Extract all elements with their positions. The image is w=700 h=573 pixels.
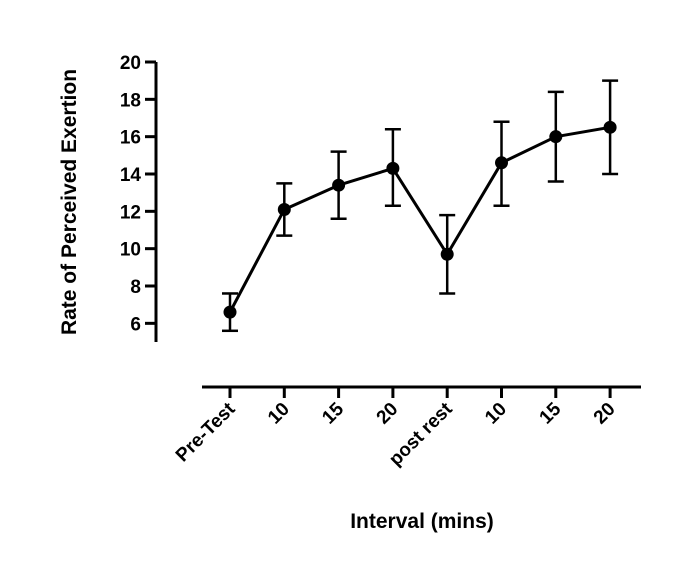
data-point — [603, 120, 617, 134]
y-tick-label: 12 — [120, 202, 141, 223]
x-tick-label: 20 — [590, 399, 620, 429]
y-axis: 6 8 10 12 14 16 18 20 — [120, 53, 158, 342]
data-point — [277, 202, 291, 216]
series-line — [228, 125, 611, 313]
data-point — [332, 178, 346, 192]
y-tick-label: 20 — [120, 53, 141, 74]
x-axis-title: Interval (mins) — [350, 510, 494, 533]
x-tick-label: 20 — [373, 399, 403, 429]
y-tick-label: 16 — [120, 128, 141, 149]
data-point — [495, 156, 508, 170]
y-tick-group: 6 8 10 12 14 16 18 20 — [120, 53, 156, 335]
y-tick-label: 18 — [120, 90, 141, 111]
y-tick-label: 8 — [130, 277, 141, 298]
x-tick-label: 15 — [536, 398, 566, 428]
series-layer — [222, 79, 619, 333]
data-point — [440, 247, 454, 261]
x-tick-label: Pre-Test — [172, 398, 240, 466]
x-tick-label: 10 — [481, 399, 511, 429]
x-tick-label: 15 — [318, 398, 348, 428]
y-axis-title: Rate of Perceived Exertion — [58, 69, 81, 335]
y-tick-label: 14 — [120, 165, 142, 186]
data-point — [223, 305, 237, 319]
y-tick-label: 6 — [130, 314, 141, 335]
data-point — [386, 161, 400, 175]
y-tick-label: 10 — [120, 240, 141, 261]
x-tick-label: 10 — [264, 399, 294, 429]
data-point — [549, 130, 563, 144]
